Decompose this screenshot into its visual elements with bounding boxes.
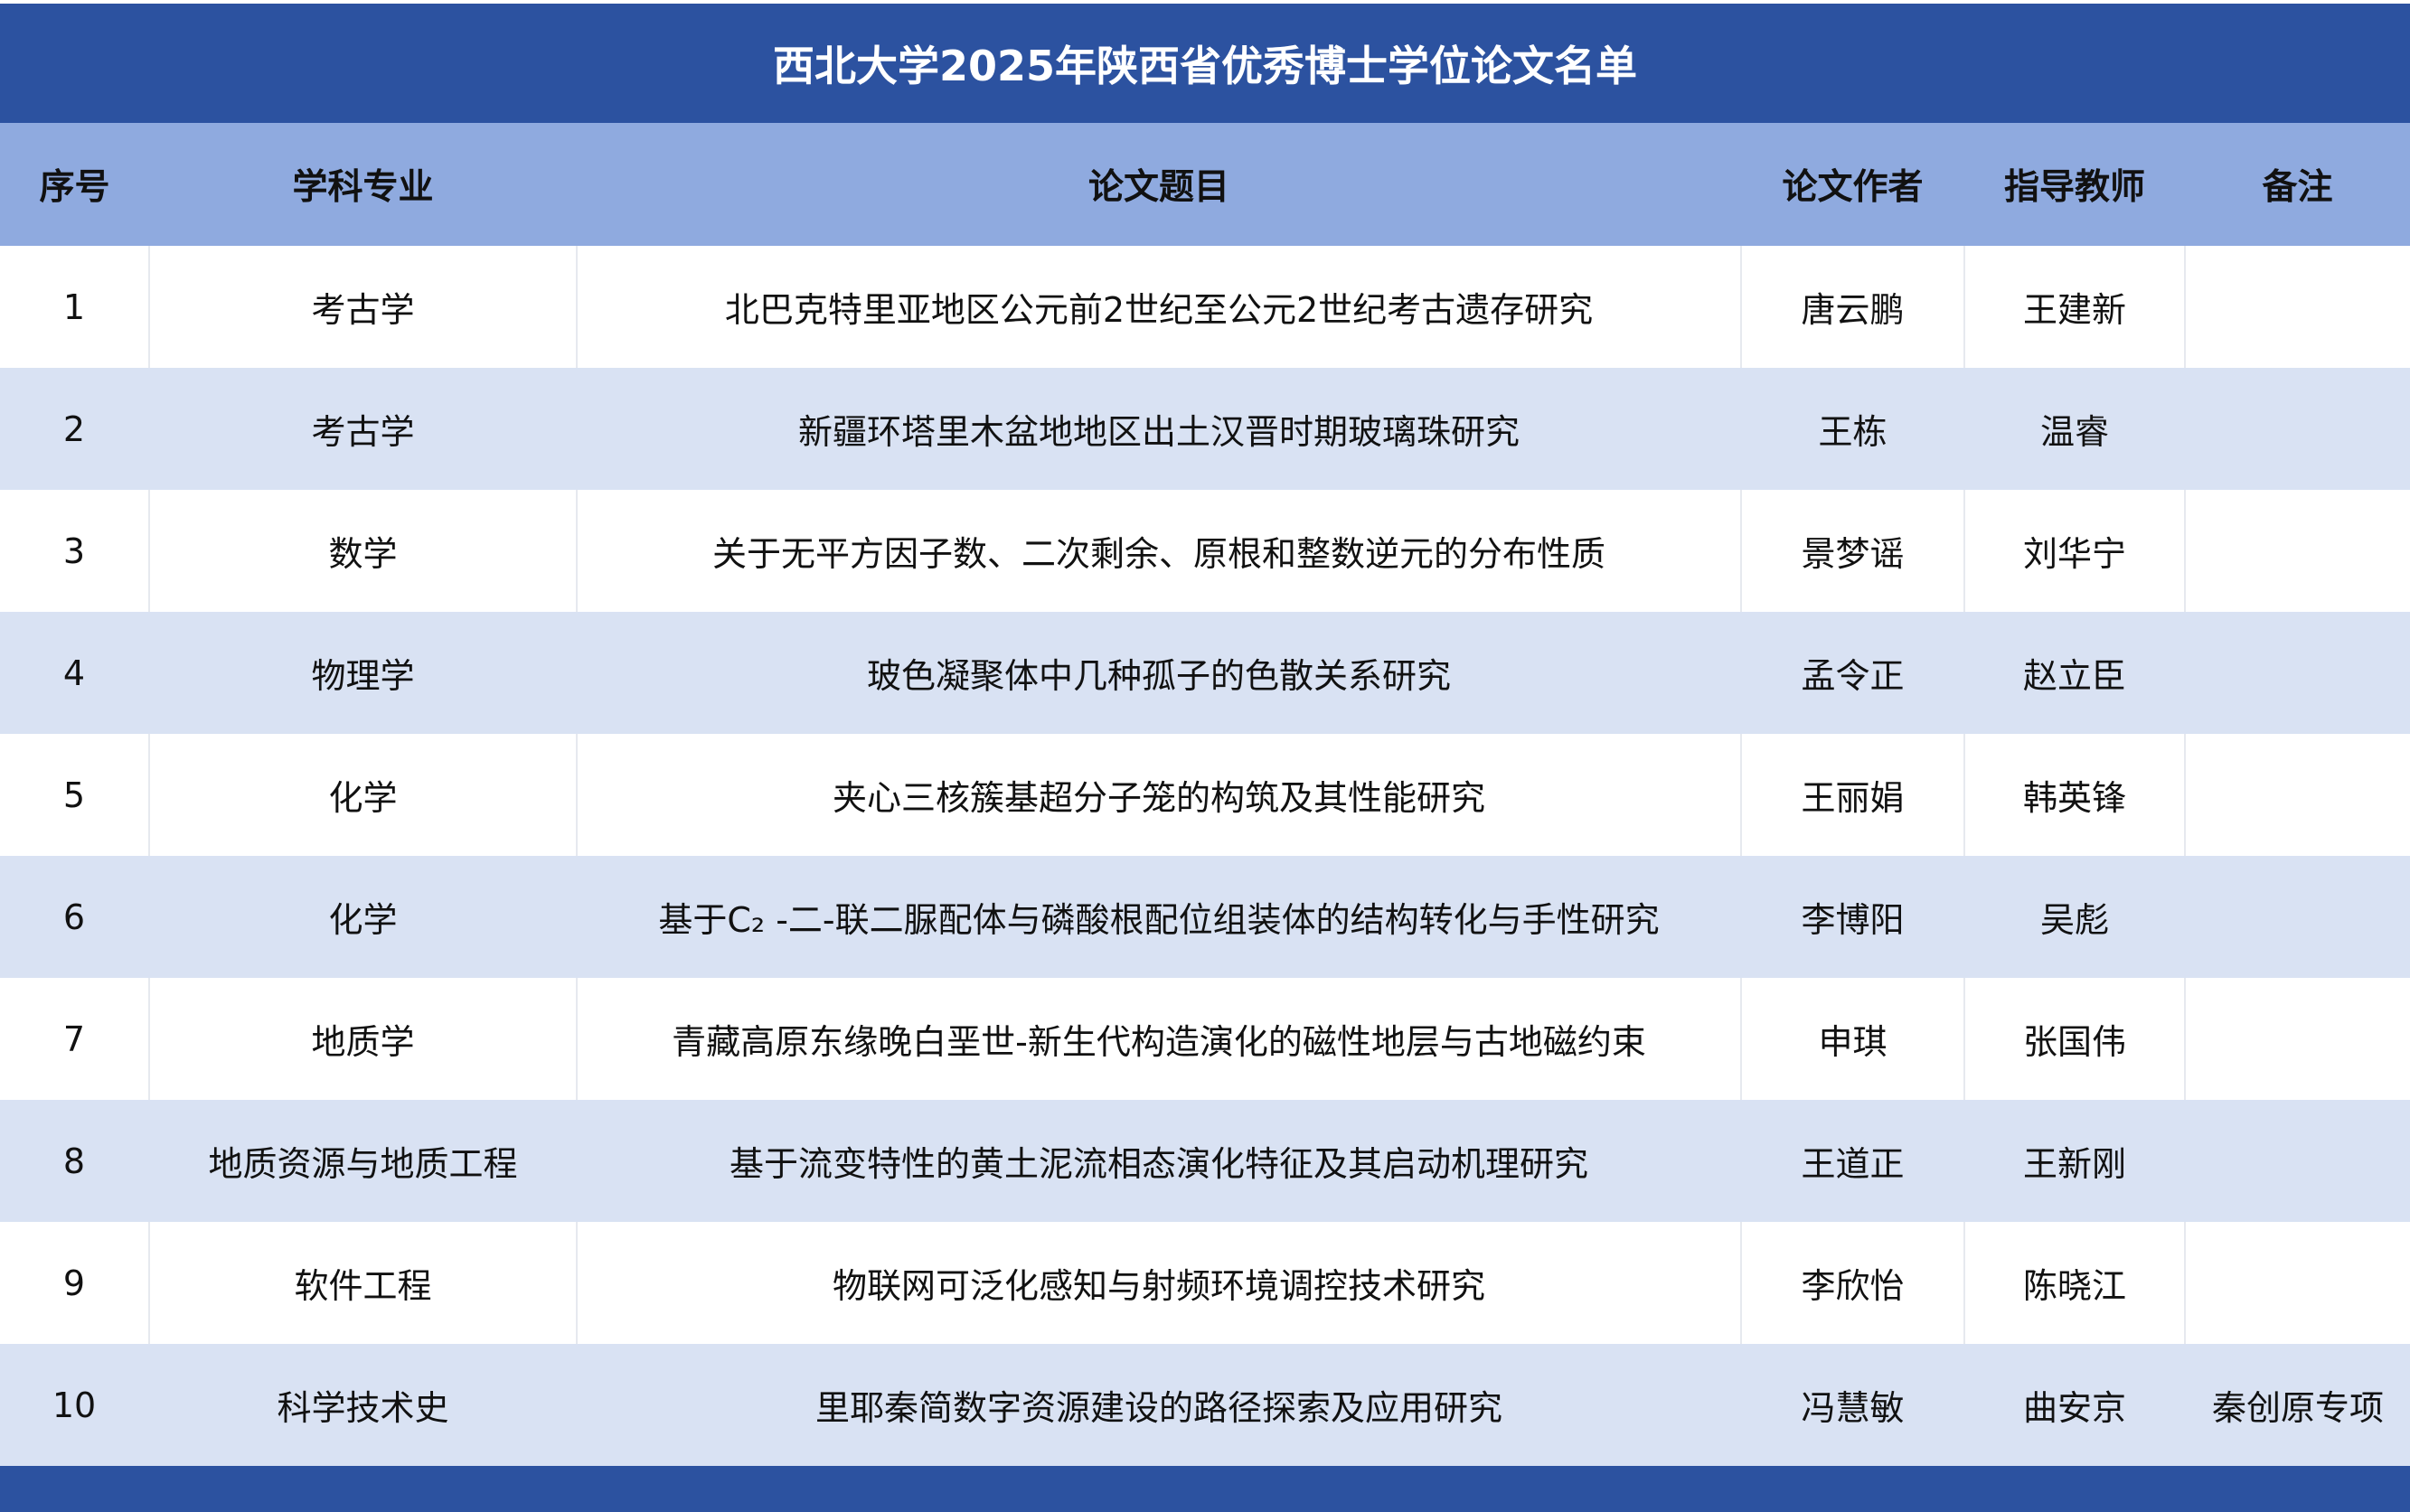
cell-index: 2 — [0, 368, 149, 490]
cell-advisor: 王新刚 — [1963, 1100, 2185, 1222]
document-title: 西北大学2025年陕西省优秀博士学位论文名单 — [0, 0, 2410, 123]
header-advisor: 指导教师 — [1964, 123, 2185, 246]
header-remarks: 备注 — [2185, 123, 2410, 246]
cell-thesis-title: 夹心三核簇基超分子笼的构筑及其性能研究 — [576, 734, 1741, 856]
table-row: 7 地质学 青藏高原东缘晚白垩世-新生代构造演化的磁性地层与古地磁约束 申琪 张国伟 — [0, 978, 2410, 1100]
cell-advisor: 曲安京 — [1963, 1344, 2185, 1466]
cell-author: 申琪 — [1740, 978, 1964, 1100]
cell-author: 冯慧敏 — [1740, 1344, 1964, 1466]
cell-index: 3 — [62, 531, 86, 571]
cell-advisor: 韩英锋 — [1963, 734, 2185, 856]
cell-remarks — [2184, 1100, 2410, 1222]
cell-author: 王道正 — [1740, 1100, 1964, 1222]
cell-author: 王栋 — [1740, 368, 1964, 490]
cell-index: 1 — [62, 286, 86, 327]
cell-author: 王丽娟 — [1740, 734, 1964, 856]
cell-index: 8 — [0, 1100, 149, 1222]
cell-discipline: 考古学 — [148, 368, 577, 490]
cell-remarks — [2184, 368, 2410, 490]
cell-author: 唐云鹏 — [1740, 246, 1964, 368]
cell-author: 景梦谣 — [1740, 490, 1964, 612]
cell-remarks — [2184, 246, 2410, 368]
cell-advisor: 陈晓江 — [1963, 1222, 2185, 1344]
cell-index: 4 — [0, 612, 149, 734]
cell-index: 9 — [62, 1263, 86, 1303]
cell-thesis-title: 北巴克特里亚地区公元前2世纪至公元2世纪考古遗存研究 — [576, 246, 1741, 368]
cell-thesis-title: 里耶秦简数字资源建设的路径探索及应用研究 — [576, 1344, 1741, 1466]
cell-thesis-title: 玻色凝聚体中几种孤子的色散关系研究 — [576, 612, 1741, 734]
cell-advisor: 王建新 — [1963, 246, 2185, 368]
header-index: 序号 — [0, 123, 149, 246]
cell-index: 6 — [0, 856, 149, 978]
cell-remarks — [2184, 490, 2410, 612]
cell-discipline: 物理学 — [148, 612, 577, 734]
cell-thesis-title: 基于流变特性的黄土泥流相态演化特征及其启动机理研究 — [576, 1100, 1741, 1222]
cell-author: 孟令正 — [1740, 612, 1964, 734]
cell-index: 10 — [0, 1344, 149, 1466]
table-row: 10 科学技术史 里耶秦简数字资源建设的路径探索及应用研究 冯慧敏 曲安京 秦创原专项 — [0, 1344, 2410, 1466]
table-row: 6 化学 基于C₂ -二-联二脲配体与磷酸根配位组装体的结构转化与手性研究 李博阳 吴彪 — [0, 856, 2410, 978]
cell-index: 7 — [62, 1019, 86, 1059]
cell-thesis-title: 青藏高原东缘晚白垩世-新生代构造演化的磁性地层与古地磁约束 — [576, 978, 1741, 1100]
cell-remarks — [2184, 1222, 2410, 1344]
thesis-table: 序号 学科专业 论文题目 论文作者 指导教师 备注 1 考古学 北巴克特里亚地区公元… — [0, 123, 2410, 1466]
table-header-row: 序号 学科专业 论文题目 论文作者 指导教师 备注 — [0, 123, 2410, 246]
cell-advisor: 张国伟 — [1963, 978, 2185, 1100]
cell-discipline: 软件工程 — [148, 1222, 577, 1344]
cell-advisor: 吴彪 — [1963, 856, 2185, 978]
cell-thesis-title: 新疆环塔里木盆地地区出土汉晋时期玻璃珠研究 — [576, 368, 1741, 490]
cell-advisor: 赵立臣 — [1963, 612, 2185, 734]
cell-discipline: 化学 — [148, 856, 577, 978]
cell-discipline: 科学技术史 — [148, 1344, 577, 1466]
header-discipline: 学科专业 — [149, 123, 577, 246]
cell-discipline: 地质学 — [148, 978, 577, 1100]
table-row: 2 考古学 新疆环塔里木盆地地区出土汉晋时期玻璃珠研究 王栋 温睿 — [0, 368, 2410, 490]
header-author: 论文作者 — [1741, 123, 1964, 246]
cell-discipline: 考古学 — [148, 246, 577, 368]
cell-discipline: 地质资源与地质工程 — [148, 1100, 577, 1222]
footer-bar — [0, 1466, 2410, 1512]
cell-discipline: 化学 — [148, 734, 577, 856]
cell-index: 5 — [62, 775, 86, 815]
cell-thesis-title: 关于无平方因子数、二次剩余、原根和整数逆元的分布性质 — [576, 490, 1741, 612]
cell-thesis-title: 物联网可泛化感知与射频环境调控技术研究 — [576, 1222, 1741, 1344]
cell-advisor: 温睿 — [1963, 368, 2185, 490]
cell-remarks — [2184, 612, 2410, 734]
header-thesis-title: 论文题目 — [577, 123, 1741, 246]
cell-author: 李欣怡 — [1740, 1222, 1964, 1344]
table-row: 4 物理学 玻色凝聚体中几种孤子的色散关系研究 孟令正 赵立臣 — [0, 612, 2410, 734]
cell-remarks — [2184, 734, 2410, 856]
table-row: 5 化学 夹心三核簇基超分子笼的构筑及其性能研究 王丽娟 韩英锋 — [0, 734, 2410, 856]
cell-remarks: 秦创原专项 — [2184, 1344, 2410, 1466]
table-row: 3 数学 关于无平方因子数、二次剩余、原根和整数逆元的分布性质 景梦谣 刘华宁 — [0, 490, 2410, 612]
cell-remarks — [2184, 856, 2410, 978]
cell-author: 李博阳 — [1740, 856, 1964, 978]
table-row: 1 考古学 北巴克特里亚地区公元前2世纪至公元2世纪考古遗存研究 唐云鹏 王建新 — [0, 246, 2410, 368]
cell-remarks — [2184, 978, 2410, 1100]
cell-discipline: 数学 — [148, 490, 577, 612]
table-row: 8 地质资源与地质工程 基于流变特性的黄土泥流相态演化特征及其启动机理研究 王道正 王新… — [0, 1100, 2410, 1222]
cell-advisor: 刘华宁 — [1963, 490, 2185, 612]
cell-thesis-title: 基于C₂ -二-联二脲配体与磷酸根配位组装体的结构转化与手性研究 — [576, 856, 1741, 978]
table-row: 9 软件工程 物联网可泛化感知与射频环境调控技术研究 李欣怡 陈晓江 — [0, 1222, 2410, 1344]
